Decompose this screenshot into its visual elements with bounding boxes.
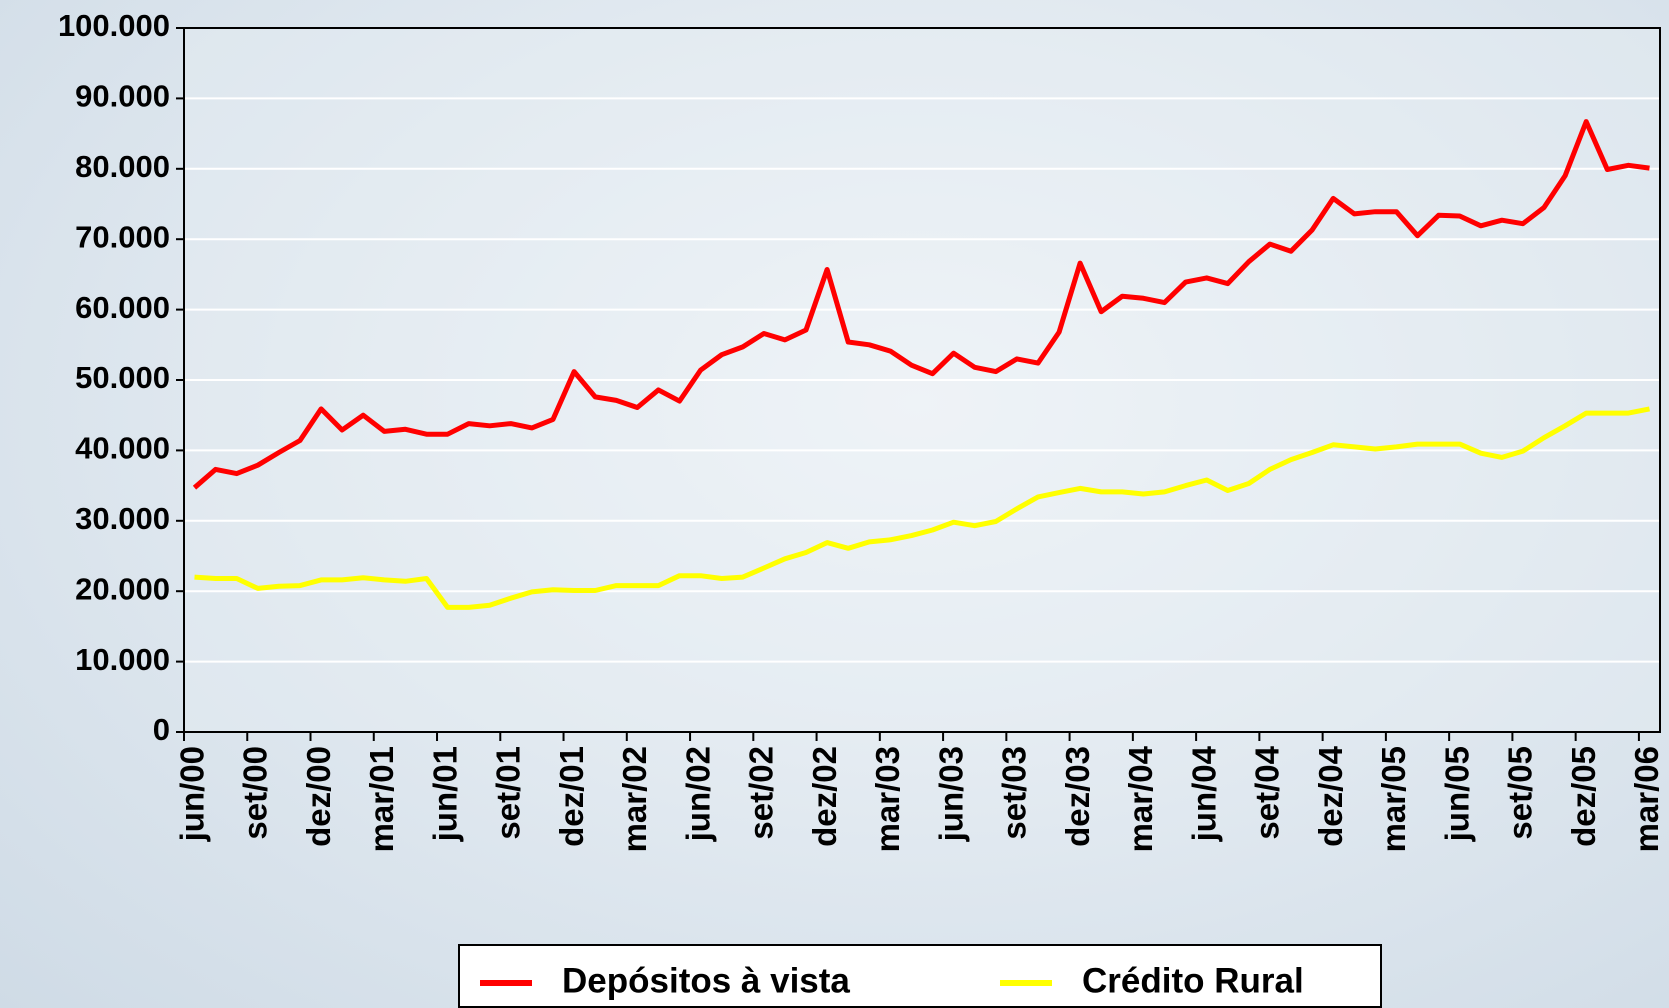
x-tick-label: mar/02 [616, 746, 653, 852]
x-tick-label: jun/05 [1438, 746, 1475, 842]
y-tick-label: 0 [153, 712, 170, 747]
data-line [192, 119, 1650, 490]
x-tick-label: set/04 [1249, 745, 1286, 839]
y-tick-label: 20.000 [75, 571, 170, 606]
y-tick-label: 90.000 [75, 79, 170, 114]
x-tick-label: dez/02 [806, 746, 843, 847]
x-tick-label: mar/05 [1375, 746, 1412, 852]
x-tick-label: jun/04 [1185, 745, 1222, 842]
legend-box [458, 944, 1382, 1008]
x-tick-label: set/00 [237, 746, 274, 840]
x-tick-label: dez/00 [300, 746, 337, 847]
x-tick-label: mar/03 [869, 746, 906, 852]
y-tick-label: 60.000 [75, 290, 170, 325]
y-tick-label: 30.000 [75, 501, 170, 536]
x-tick-label: set/02 [743, 746, 780, 840]
y-tick-label: 10.000 [75, 642, 170, 677]
x-tick-label: set/05 [1502, 746, 1539, 840]
x-tick-label: jun/02 [679, 746, 716, 842]
x-tick-label: mar/01 [363, 746, 400, 852]
x-tick-label: dez/05 [1565, 746, 1602, 847]
legend-label: Crédito Rural [1082, 961, 1304, 1000]
x-tick-label: set/03 [996, 746, 1033, 840]
x-tick-label: dez/04 [1312, 745, 1349, 847]
y-tick-label: 70.000 [75, 219, 170, 254]
x-tick-label: mar/04 [1122, 745, 1159, 852]
x-tick-label: jun/00 [173, 746, 210, 842]
x-tick-label: jun/01 [426, 746, 463, 842]
y-tick-label: 50.000 [75, 360, 170, 395]
legend-label: Depósitos à vista [562, 961, 850, 1000]
x-tick-label: dez/01 [553, 746, 590, 847]
y-tick-label: 80.000 [75, 149, 170, 184]
x-tick-label: dez/03 [1059, 746, 1096, 847]
plot-border [183, 27, 1661, 733]
y-tick-label: 100.000 [58, 8, 170, 43]
x-tick-label: jun/03 [932, 746, 969, 842]
y-tick-label: 40.000 [75, 431, 170, 466]
x-tick-label: mar/06 [1628, 746, 1665, 852]
legend: Depósitos à vista Crédito Rural [458, 944, 1382, 1008]
data-line [194, 406, 1650, 610]
x-tick-label: set/01 [490, 746, 527, 840]
